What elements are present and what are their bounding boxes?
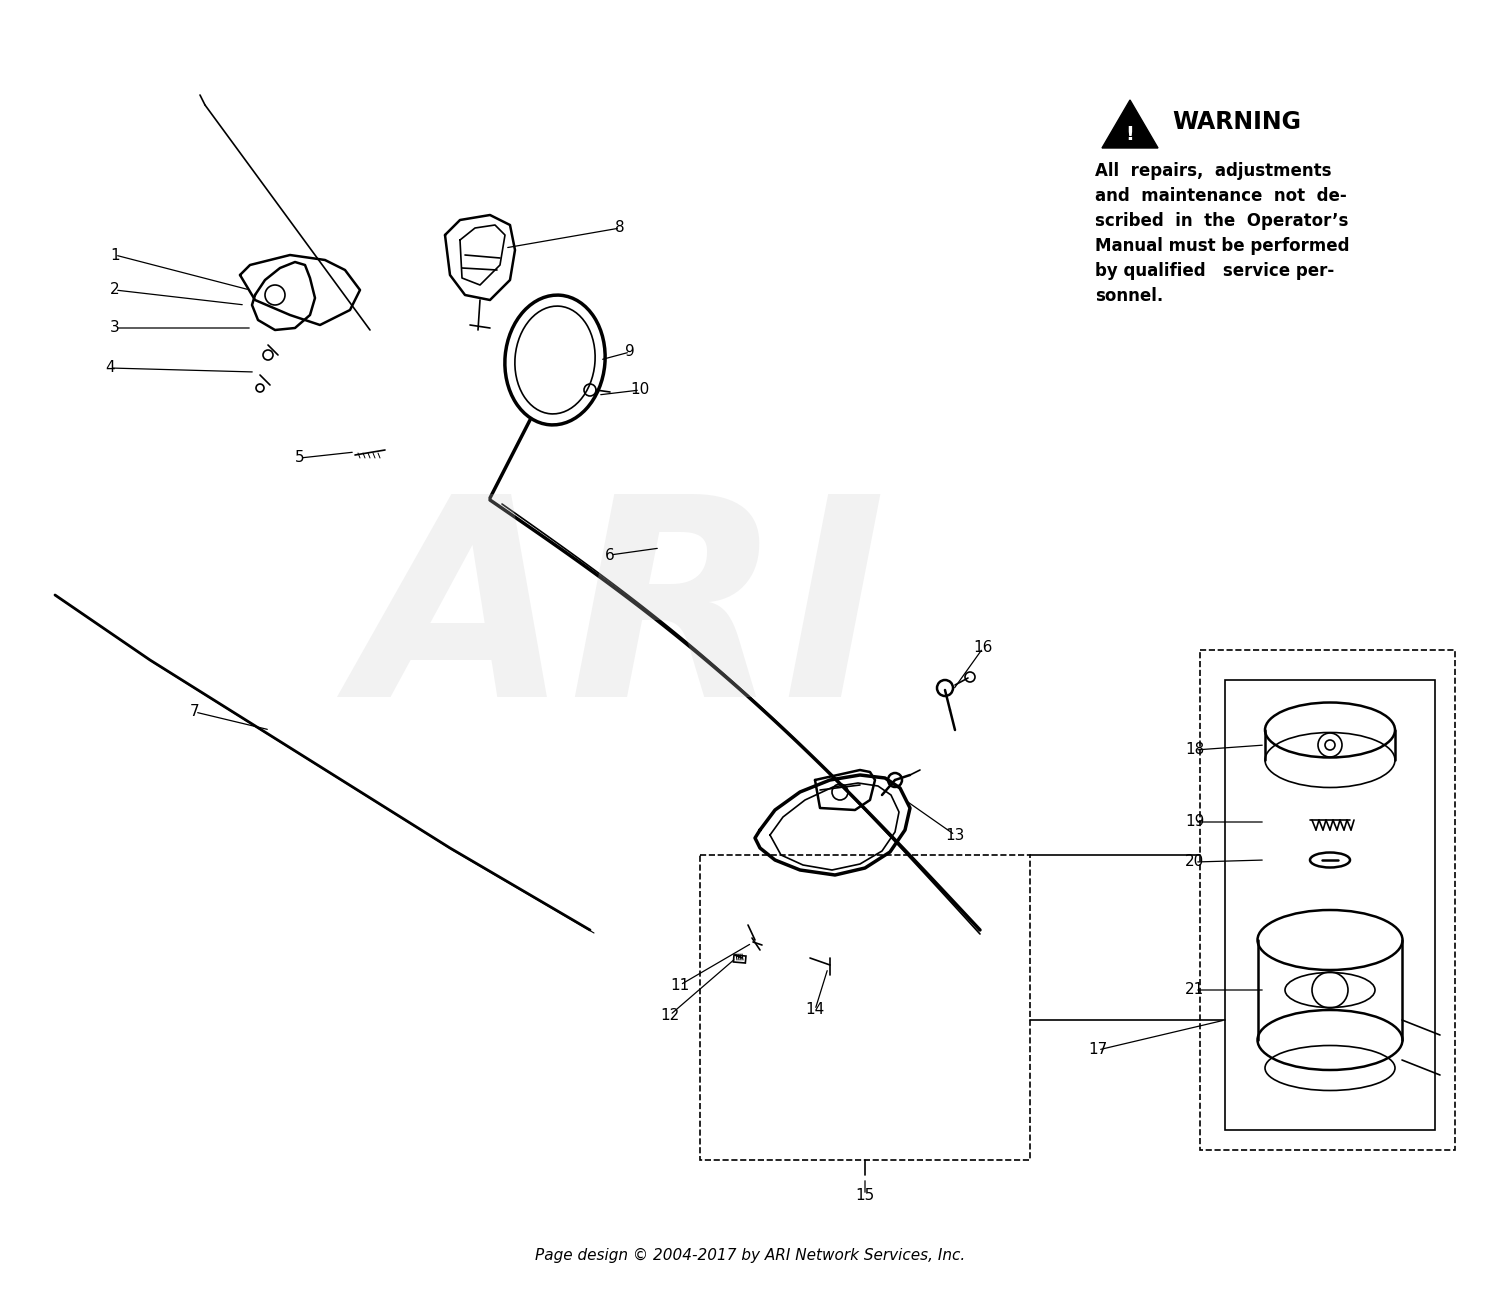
- Text: 20: 20: [1185, 854, 1204, 869]
- Text: 17: 17: [1089, 1042, 1107, 1058]
- Text: 18: 18: [1185, 743, 1204, 757]
- Text: 1: 1: [110, 248, 120, 262]
- Text: 15: 15: [855, 1188, 874, 1202]
- Bar: [1226, 680, 1436, 1130]
- Text: 14: 14: [806, 1002, 825, 1018]
- Text: 13: 13: [945, 827, 964, 842]
- Text: 4: 4: [105, 360, 116, 375]
- Text: 12: 12: [660, 1007, 680, 1023]
- Text: 19: 19: [1185, 814, 1204, 829]
- Text: WARNING: WARNING: [1172, 110, 1300, 134]
- Bar: [700, 855, 1030, 1160]
- Text: All  repairs,  adjustments
and  maintenance  not  de-
scribed  in  the  Operator: All repairs, adjustments and maintenance…: [1095, 163, 1350, 304]
- Text: !: !: [1125, 125, 1134, 144]
- Text: 8: 8: [615, 221, 626, 236]
- Text: 16: 16: [974, 641, 993, 655]
- Polygon shape: [1102, 101, 1158, 148]
- Text: 10: 10: [630, 383, 650, 397]
- Text: 11: 11: [670, 978, 690, 992]
- Text: Page design © 2004-2017 by ARI Network Services, Inc.: Page design © 2004-2017 by ARI Network S…: [536, 1247, 964, 1263]
- Text: 2: 2: [110, 283, 120, 298]
- Text: 7: 7: [190, 704, 200, 720]
- Text: ARI: ARI: [354, 485, 886, 755]
- Text: 3: 3: [110, 320, 120, 335]
- Text: 6: 6: [604, 547, 615, 562]
- Text: 21: 21: [1185, 983, 1204, 997]
- Text: 5: 5: [296, 450, 304, 466]
- Bar: [734, 955, 746, 964]
- Bar: [1200, 650, 1455, 1149]
- Text: 9: 9: [626, 344, 634, 360]
